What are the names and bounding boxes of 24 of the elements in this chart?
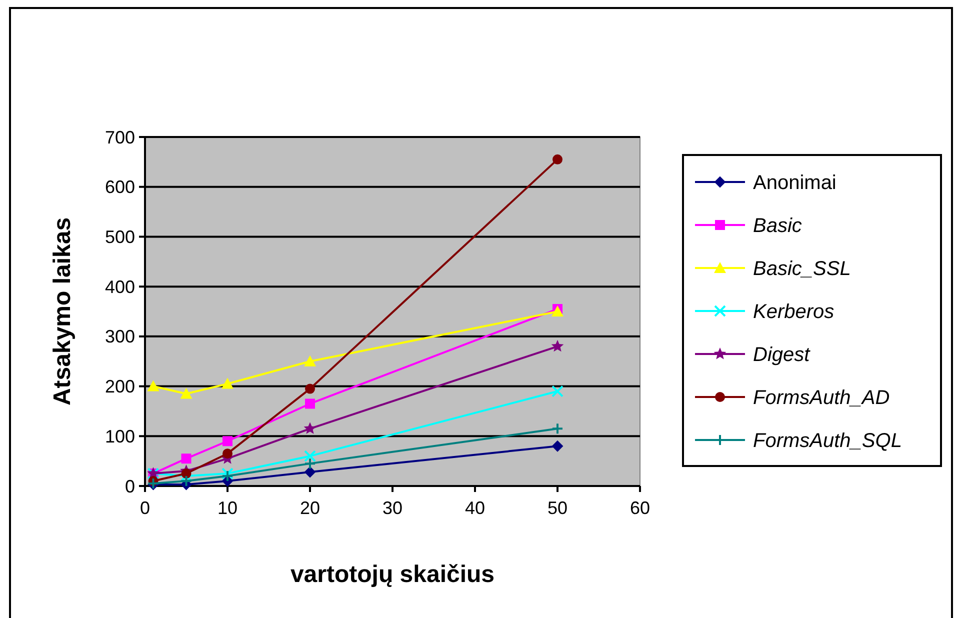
legend-label: FormsAuth_SQL xyxy=(753,430,902,452)
y-tick-label: 600 xyxy=(104,177,135,198)
legend-label: FormsAuth_AD xyxy=(753,387,890,409)
y-tick-label: 100 xyxy=(104,426,135,446)
y-axis-title: Atsakymo laikas xyxy=(49,217,76,406)
legend-label: Anonimai xyxy=(753,172,836,194)
x-axis-title: vartotojų skaičius xyxy=(290,561,495,588)
y-tick-label: 200 xyxy=(104,376,135,397)
legend-label: Kerberos xyxy=(753,301,834,323)
y-tick-label: 0 xyxy=(124,476,135,496)
x-tick-label: 20 xyxy=(300,498,320,518)
x-tick-label: 30 xyxy=(382,498,403,518)
x-tick-label: 50 xyxy=(547,498,568,518)
legend-label: Basic xyxy=(753,215,802,237)
x-tick-label: 10 xyxy=(217,498,238,518)
y-tick-label: 500 xyxy=(104,227,135,248)
legend-label: Basic_SSL xyxy=(753,258,851,280)
y-tick-label: 300 xyxy=(104,326,135,347)
legend-label: Digest xyxy=(753,344,812,366)
x-tick-label: 0 xyxy=(140,498,150,518)
x-tick-label: 40 xyxy=(464,498,486,518)
y-tick-label: 400 xyxy=(104,276,135,297)
y-tick-label: 700 xyxy=(104,127,135,148)
x-tick-label: 60 xyxy=(630,498,650,518)
